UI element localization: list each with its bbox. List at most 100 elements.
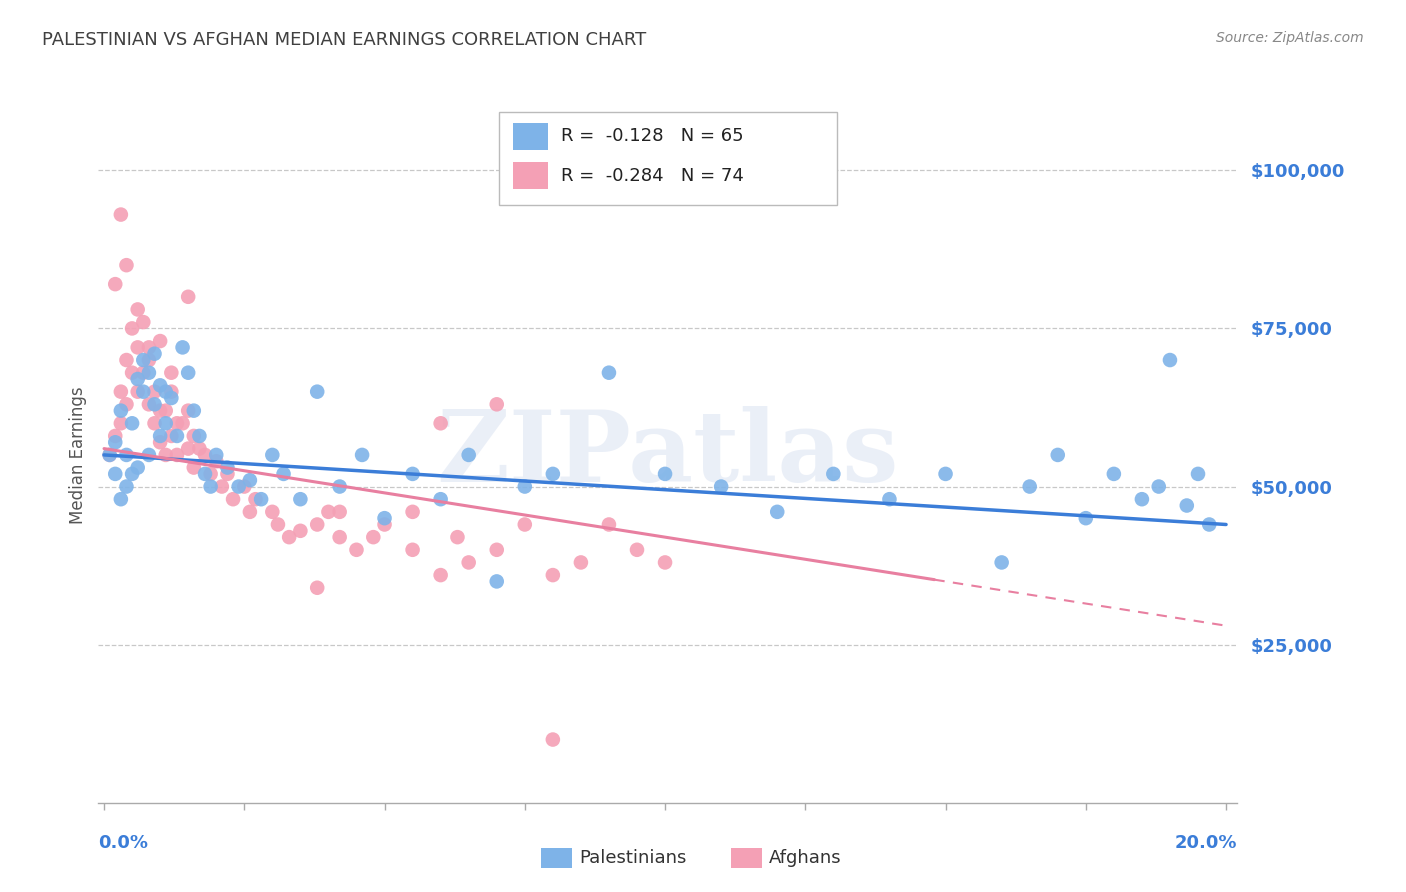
Point [446,530,468,544]
Point [626,542,648,557]
Point [352,448,374,462]
Point [401,542,423,557]
Point [429,417,451,431]
Point [329,479,352,493]
Point [200,467,222,481]
Point [766,505,789,519]
Point [127,302,149,317]
Point [329,505,352,519]
Point [307,581,329,595]
Point [160,429,183,443]
Point [262,505,284,519]
Point [110,417,132,431]
Point [569,556,592,570]
Point [132,353,155,368]
Point [110,208,132,222]
Point [233,479,256,493]
Point [138,397,160,411]
Point [115,258,138,272]
Point [98,448,121,462]
Point [217,460,239,475]
Point [188,429,211,443]
Point [273,467,295,481]
Point [267,517,290,532]
Point [1102,467,1125,481]
Point [149,429,172,443]
Point [1198,517,1220,532]
Point [598,366,620,380]
Point [205,454,228,468]
Point [177,290,200,304]
Point [710,479,733,493]
Point [149,435,172,450]
Point [104,435,127,450]
Point [1074,511,1097,525]
Point [166,448,188,462]
Point [513,479,536,493]
Point [115,448,138,462]
Point [160,391,183,405]
Point [1175,499,1198,513]
Point [138,353,160,368]
Point [429,568,451,582]
Point [217,467,239,481]
Point [200,479,222,493]
Point [1018,479,1040,493]
Point [160,366,183,380]
Point [429,492,451,507]
Point [115,397,138,411]
Point [177,366,200,380]
Point [250,492,273,507]
Point [823,467,845,481]
Point [177,403,200,417]
Point [143,397,166,411]
Point [318,505,340,519]
Point [115,353,138,368]
Point [166,429,188,443]
Point [104,467,127,481]
Point [278,530,301,544]
Point [143,417,166,431]
Point [194,448,217,462]
Point [155,384,177,399]
Point [290,524,312,538]
Point [160,384,183,399]
Point [205,448,228,462]
Point [222,492,245,507]
Point [177,442,200,456]
Point [307,384,329,399]
Point [239,505,262,519]
Text: PALESTINIAN VS AFGHAN MEDIAN EARNINGS CORRELATION CHART: PALESTINIAN VS AFGHAN MEDIAN EARNINGS CO… [42,31,647,49]
Point [155,448,177,462]
Point [143,384,166,399]
Point [373,517,395,532]
Text: 0.0%: 0.0% [98,834,149,852]
Point [138,448,160,462]
Point [401,505,423,519]
Point [110,384,132,399]
Point [262,448,284,462]
Point [290,492,312,507]
Point [990,556,1012,570]
Point [935,467,957,481]
Point [879,492,901,507]
Point [104,277,127,292]
Text: Afghans: Afghans [769,849,842,867]
Point [1046,448,1069,462]
Point [98,448,121,462]
Point [239,473,262,487]
Point [1130,492,1153,507]
Point [1147,479,1170,493]
Point [155,417,177,431]
Point [183,429,205,443]
Point [183,403,205,417]
Point [115,479,138,493]
Point [373,511,395,525]
Point [121,417,143,431]
Point [245,492,267,507]
Point [598,517,620,532]
Text: 20.0%: 20.0% [1175,834,1237,852]
Point [541,467,564,481]
Point [211,479,233,493]
Point [104,429,127,443]
